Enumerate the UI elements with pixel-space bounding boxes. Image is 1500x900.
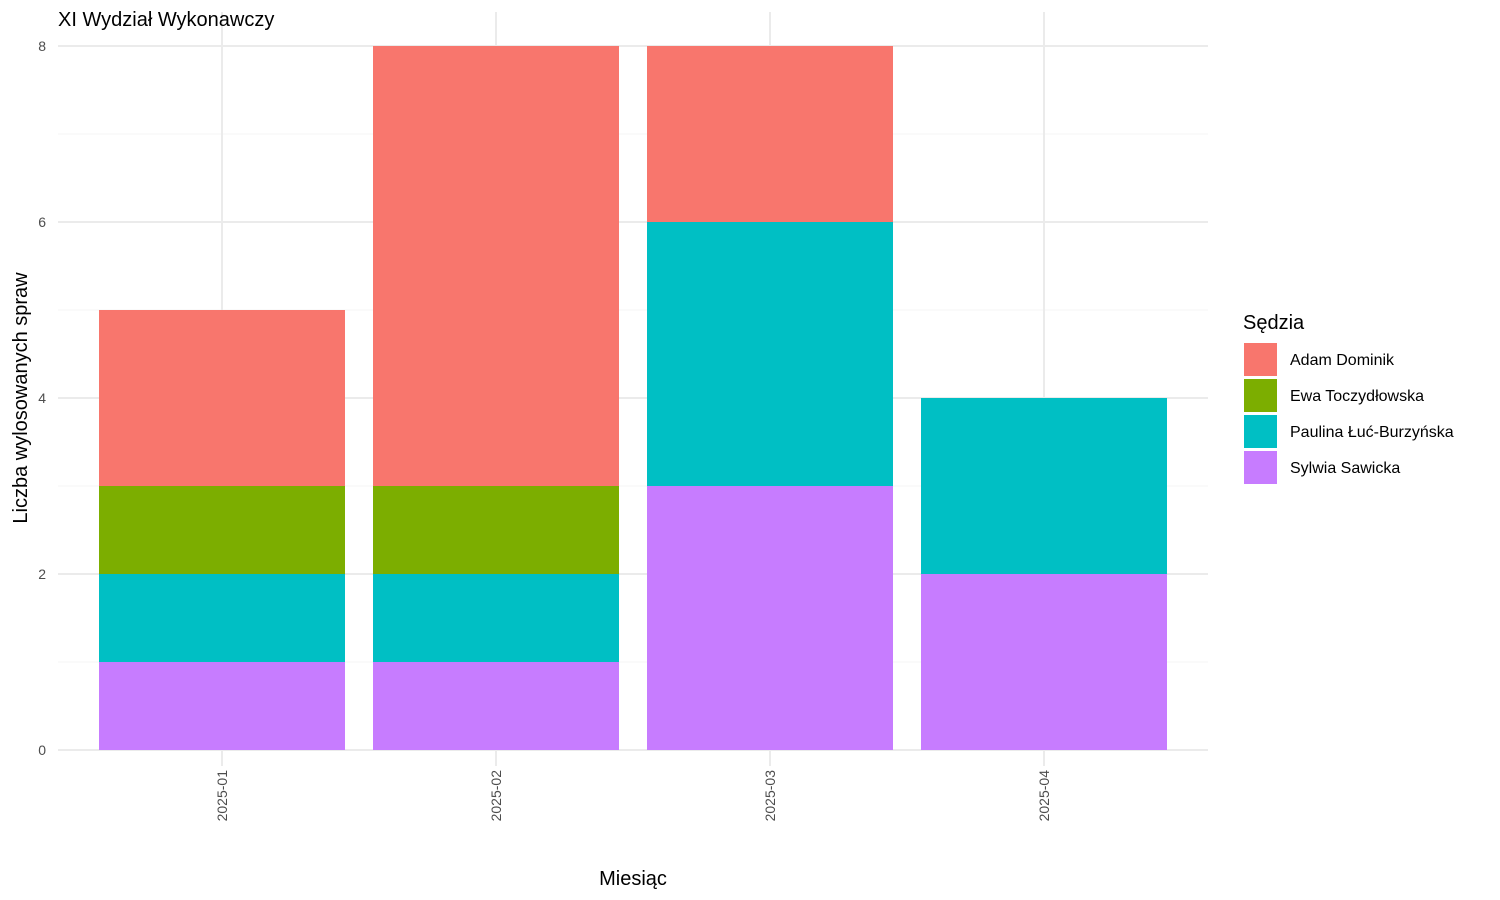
bar-segment (921, 398, 1167, 574)
x-tick-label: 2025-04 (1036, 770, 1052, 822)
legend-label: Adam Dominik (1290, 352, 1395, 369)
legend-key (1244, 451, 1277, 484)
legend-label: Ewa Toczydłowska (1290, 388, 1424, 405)
legend-label: Paulina Łuć-Burzyńska (1290, 424, 1454, 441)
y-axis-ticks: 0 2 4 6 8 (38, 38, 46, 758)
bar-segment (99, 574, 345, 662)
x-tick-label: 2025-01 (214, 770, 230, 822)
x-tick-label: 2025-02 (488, 770, 504, 822)
y-tick-label: 6 (38, 214, 46, 230)
bar-segment (99, 310, 345, 486)
bar-segment (647, 46, 893, 222)
legend-key (1244, 343, 1277, 376)
bar-segment (647, 486, 893, 750)
bar-segment (921, 574, 1167, 750)
y-tick-label: 2 (38, 566, 46, 582)
x-tick-label: 2025-03 (762, 770, 778, 822)
bar-segment (647, 222, 893, 486)
bar-segment (373, 662, 619, 750)
y-tick-label: 4 (38, 390, 46, 406)
bar-segment (373, 574, 619, 662)
legend-key (1244, 379, 1277, 412)
legend: Sędzia Adam Dominik Ewa Toczydłowska Pauli… (1243, 312, 1454, 484)
bar-segment (373, 46, 619, 486)
bar-segment (373, 486, 619, 574)
chart-title: XI Wydział Wykonawczy (58, 9, 274, 31)
bar-segment (99, 486, 345, 574)
legend-title: Sędzia (1243, 312, 1305, 334)
y-tick-label: 8 (38, 38, 46, 54)
legend-key (1244, 415, 1277, 448)
x-axis-ticks: 2025-01 2025-02 2025-03 2025-04 (214, 770, 1052, 822)
bar-segment (99, 662, 345, 750)
bars (99, 46, 1167, 750)
y-axis-title: Liczba wylosowanych spraw (10, 272, 32, 524)
y-tick-label: 0 (38, 742, 46, 758)
x-axis-title: Miesiąc (599, 868, 667, 890)
legend-label: Sylwia Sawicka (1290, 460, 1400, 477)
